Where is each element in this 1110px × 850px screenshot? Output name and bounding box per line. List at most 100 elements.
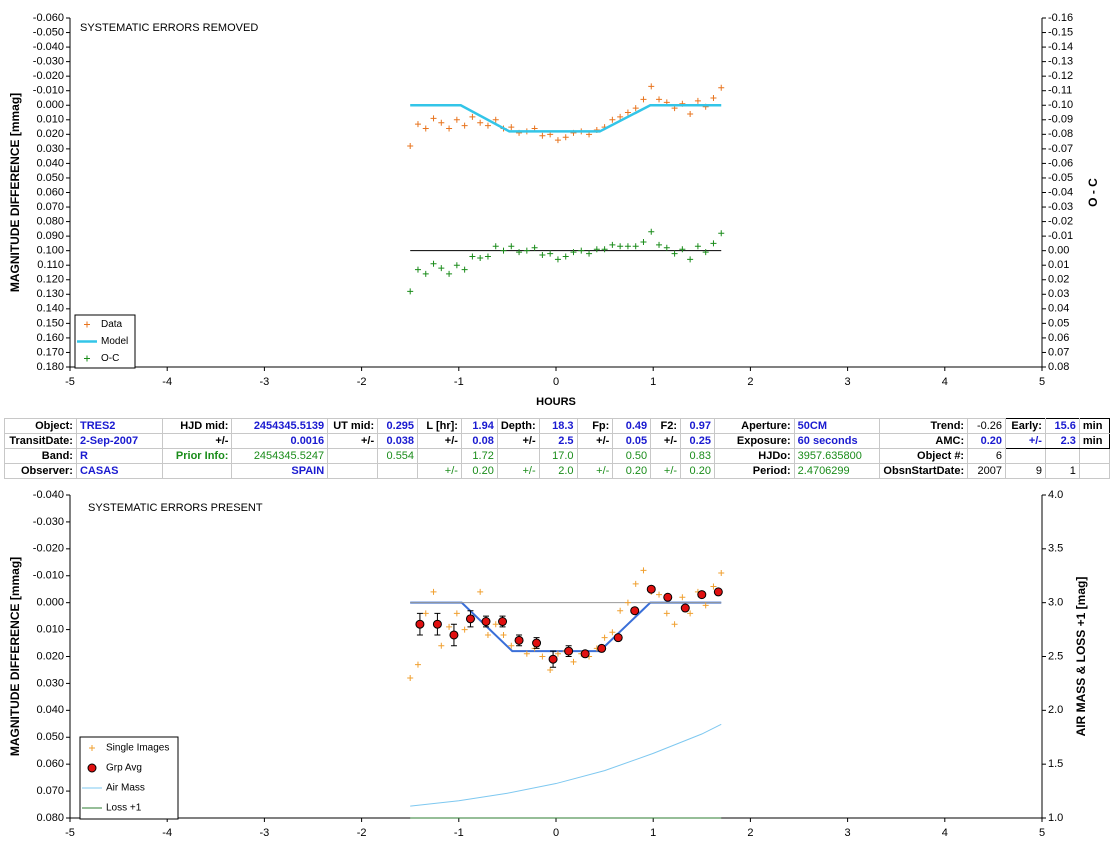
chart-title: SYSTEMATIC ERRORS PRESENT xyxy=(88,502,263,514)
y-tick-label: 0.060 xyxy=(36,758,64,770)
y2-tick-label: 2.0 xyxy=(1048,704,1063,716)
table-cell: 0.08 xyxy=(460,433,498,449)
y2-tick-label: 0.08 xyxy=(1048,361,1069,373)
data-point xyxy=(438,119,445,126)
data-point xyxy=(632,243,639,250)
y2-tick-label: -0.10 xyxy=(1048,99,1073,111)
y2-axis-label: O - C xyxy=(1086,178,1100,207)
y-tick-label: -0.030 xyxy=(33,516,64,528)
group-average xyxy=(564,646,574,656)
table-cell: 2.0 xyxy=(538,463,578,479)
data-point xyxy=(477,254,484,261)
x-tick-label: 5 xyxy=(1039,376,1045,388)
y2-tick-label: 1.5 xyxy=(1048,758,1063,770)
table-cell: F2: xyxy=(650,418,682,434)
y2-tick-label: 0.07 xyxy=(1048,346,1069,358)
data-point xyxy=(710,94,717,101)
data-point xyxy=(539,653,546,660)
legend-label: Grp Avg xyxy=(106,763,142,774)
group-average xyxy=(449,630,459,640)
x-tick-label: 5 xyxy=(1039,827,1045,839)
data-point xyxy=(461,626,468,633)
table-cell: 0.0016 xyxy=(231,433,329,449)
x-tick-label: 2 xyxy=(747,376,753,388)
table-cell: 0.20 xyxy=(460,463,498,479)
series-line xyxy=(410,723,722,807)
table-cell xyxy=(417,448,462,464)
table-cell: Exposure: xyxy=(713,433,795,449)
data-point xyxy=(578,247,585,254)
group-average xyxy=(465,614,475,624)
data-point xyxy=(492,621,499,628)
x-tick-label: 1 xyxy=(650,827,656,839)
x-tick-label: -1 xyxy=(454,827,464,839)
y2-tick-label: -0.14 xyxy=(1048,41,1073,53)
y-tick-label: 0.160 xyxy=(36,332,64,344)
data-point xyxy=(414,266,421,273)
table-cell: 6 xyxy=(967,448,1007,464)
table-cell: +/- xyxy=(496,433,540,449)
y-tick-label: 0.040 xyxy=(36,157,64,169)
y-tick-label: -0.050 xyxy=(33,26,64,38)
data-point xyxy=(601,246,608,253)
data-point xyxy=(640,238,647,245)
table-cell xyxy=(576,448,614,464)
group-average xyxy=(498,617,508,627)
y-tick-label: 0.180 xyxy=(36,361,64,373)
legend-label: Model xyxy=(101,336,128,347)
x-tick-label: -5 xyxy=(65,376,75,388)
table-cell: HJDo: xyxy=(713,448,795,464)
table-cell: 0.20 xyxy=(967,433,1007,449)
data-point xyxy=(694,243,701,250)
data-point xyxy=(492,243,499,250)
table-cell: 60 seconds xyxy=(793,433,881,449)
table-row: Object: TRES2 HJD mid: 2454345.5139 UT mid: 0… xyxy=(4,418,1110,434)
y2-tick-label: 4.0 xyxy=(1048,489,1063,501)
y-axis-label: MAGNITUDE DIFFERENCE [mmag] xyxy=(8,93,22,292)
table-cell: 2-Sep-2007 xyxy=(75,433,163,449)
table-cell: Object #: xyxy=(879,448,969,464)
data-point xyxy=(687,256,694,263)
data-point xyxy=(547,666,554,673)
data-point xyxy=(453,116,460,123)
data-point xyxy=(430,260,437,267)
table-cell: Early: xyxy=(1005,418,1046,434)
y-tick-label: 0.090 xyxy=(36,230,64,242)
table-cell: 2.3 xyxy=(1044,433,1080,449)
data-point xyxy=(477,119,484,126)
data-point xyxy=(453,610,460,617)
group-average xyxy=(663,592,673,602)
data-point xyxy=(624,109,631,116)
data-point xyxy=(609,116,616,123)
data-point xyxy=(663,244,670,251)
table-cell: 0.20 xyxy=(680,463,715,479)
data-point xyxy=(446,623,453,630)
data-point xyxy=(570,658,577,665)
data-point xyxy=(484,631,491,638)
data-point xyxy=(407,142,414,149)
table-cell: CASAS xyxy=(75,463,163,479)
data-point xyxy=(648,83,655,90)
data-point xyxy=(469,113,476,120)
data-point xyxy=(671,250,678,257)
data-point xyxy=(430,588,437,595)
group-average xyxy=(514,635,524,645)
data-point xyxy=(710,240,717,247)
y-tick-label: 0.020 xyxy=(36,128,64,140)
group-average xyxy=(613,633,623,643)
data-point xyxy=(632,580,639,587)
legend-box xyxy=(79,736,179,820)
y2-tick-label: -0.05 xyxy=(1048,172,1073,184)
table-cell: TRES2 xyxy=(75,418,163,434)
table-cell: Fp: xyxy=(576,418,614,434)
x-tick-label: 3 xyxy=(845,827,851,839)
table-cell: Object: xyxy=(4,418,77,434)
table-cell: Trend: xyxy=(879,418,969,434)
data-point xyxy=(656,241,663,248)
y2-tick-label: 0.02 xyxy=(1048,274,1069,286)
legend-label: Data xyxy=(101,319,123,330)
table-cell: ObsnStartDate: xyxy=(879,463,969,479)
data-point xyxy=(687,610,694,617)
y2-tick-label: -0.12 xyxy=(1048,70,1073,82)
